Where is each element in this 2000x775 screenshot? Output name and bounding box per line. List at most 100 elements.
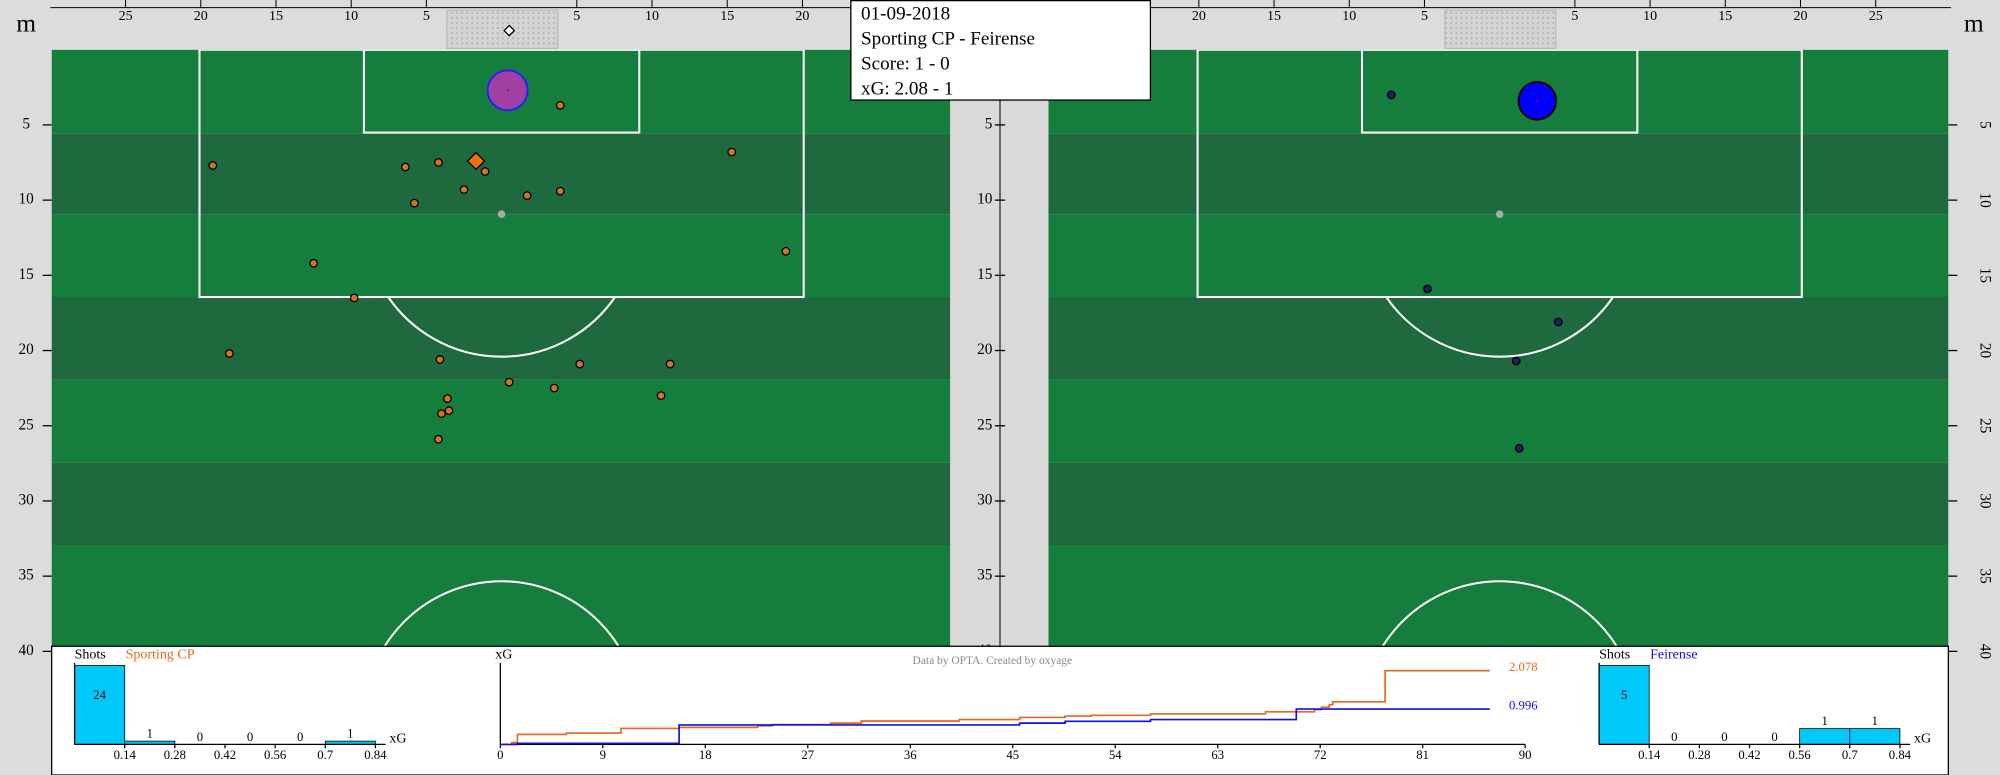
pitch <box>1048 49 1949 647</box>
info-score: Score: 1 - 0 <box>861 53 950 74</box>
x-tick-label: 10 <box>1643 9 1657 24</box>
bar-label: 5 <box>1621 688 1627 702</box>
shot <box>480 167 490 176</box>
x-tick-label: 18 <box>699 748 712 762</box>
x-tick-label: 0.42 <box>214 748 236 762</box>
shot <box>781 246 791 256</box>
x-tick-label: 15 <box>720 9 734 24</box>
pitch-stripe <box>51 133 951 215</box>
shot <box>309 258 318 268</box>
bar-label: 1 <box>147 727 153 741</box>
shot <box>466 151 486 171</box>
shot <box>555 186 565 196</box>
x-tick-label: 0 <box>497 748 503 762</box>
shot <box>575 359 585 369</box>
x-tick-label: 9 <box>600 748 606 762</box>
shot <box>727 147 737 157</box>
x-tick-label: 0.7 <box>1842 748 1858 762</box>
pitch-stripe <box>51 379 951 463</box>
bar-label: 1 <box>347 727 353 741</box>
shot <box>208 161 218 170</box>
y-tick-label: 15 <box>19 266 35 283</box>
histogram-subtitle: Feirense <box>1650 647 1697 662</box>
pitch-stripe <box>1048 296 1949 380</box>
shot <box>409 198 419 208</box>
shot <box>349 293 359 303</box>
x-tick-label: 5 <box>1421 9 1428 24</box>
x-tick-label: 81 <box>1416 748 1429 762</box>
shot <box>434 434 443 444</box>
pitch-stripe <box>1048 49 1949 134</box>
shot <box>459 185 469 194</box>
pitch-stripe <box>51 545 951 647</box>
info-box <box>850 0 1152 101</box>
x-tick-label: 36 <box>904 748 917 762</box>
histogram-title: Shots <box>75 647 106 662</box>
y-tick-label: 20 <box>977 341 993 358</box>
y-tick-label: 30 <box>977 491 993 508</box>
bar-label: 0 <box>1771 730 1777 744</box>
y-tick-label: 10 <box>19 191 35 208</box>
y-axis-unit: m <box>1964 8 1984 37</box>
shot <box>1514 443 1524 453</box>
goal <box>446 9 559 50</box>
x-tick-label: 63 <box>1211 748 1224 762</box>
y-tick-label: 35 <box>19 567 35 584</box>
shot <box>1511 356 1521 366</box>
x-tick-label: 45 <box>1006 748 1019 762</box>
x-tick-label: 20 <box>795 9 809 24</box>
bar-label: 1 <box>1872 714 1878 728</box>
shot <box>1423 284 1432 294</box>
x-tick-label: 15 <box>1267 9 1281 24</box>
x-tick-label: 0.28 <box>1688 748 1710 762</box>
x-axis-label: xG <box>389 732 406 747</box>
end-label: 2.078 <box>1509 660 1538 674</box>
y-tick-label: 40 <box>19 642 35 659</box>
y-tick-label: 5 <box>1977 121 1994 129</box>
x-axis-label: xG <box>1914 732 1931 747</box>
x-tick-label: 10 <box>645 9 659 24</box>
x-tick-label: 5 <box>423 9 430 24</box>
bar-label: 0 <box>1721 730 1727 744</box>
x-tick-label: 0.84 <box>364 748 387 762</box>
shot <box>444 406 454 416</box>
shot <box>504 377 514 387</box>
histogram-bar <box>1799 728 1851 745</box>
penalty-box <box>198 49 805 299</box>
shot <box>656 391 666 401</box>
y-tick-label: 40 <box>1977 644 1994 660</box>
x-tick-label: 15 <box>269 9 283 24</box>
y-axis-label: xG <box>495 647 512 662</box>
goal-marker <box>503 24 516 37</box>
x-tick-label: 20 <box>1192 9 1206 24</box>
pitch-stripe <box>1048 133 1949 215</box>
shot-center <box>1536 99 1539 102</box>
shot <box>224 349 234 358</box>
end-label: 0.996 <box>1509 698 1538 712</box>
x-tick-label: 20 <box>194 9 208 24</box>
y-tick-label: 25 <box>977 416 993 433</box>
shot <box>434 158 443 167</box>
shot <box>1553 317 1563 327</box>
y-tick-label: 5 <box>985 115 993 132</box>
x-tick-label: 5 <box>573 9 580 24</box>
cumulative-xg-line <box>500 708 1490 746</box>
bar-label: 0 <box>197 730 203 744</box>
y-tick-label: 35 <box>977 567 993 584</box>
pitch-stripe <box>51 296 951 380</box>
x-tick-label: 90 <box>1519 748 1532 762</box>
x-tick-label: 10 <box>344 9 358 24</box>
y-tick-label: 35 <box>1977 569 1994 585</box>
x-tick-label: 0.28 <box>164 748 186 762</box>
y-tick-label: 30 <box>19 491 35 508</box>
pitch-stripe <box>1048 545 1949 647</box>
pitch-stripe <box>1048 214 1949 297</box>
histogram-bar <box>74 664 126 745</box>
histogram-bar <box>1849 728 1901 745</box>
penalty-spot <box>1495 210 1504 218</box>
bar-label: 0 <box>1671 730 1677 744</box>
y-tick-label: 20 <box>19 341 35 358</box>
x-tick-label: 27 <box>801 748 814 762</box>
